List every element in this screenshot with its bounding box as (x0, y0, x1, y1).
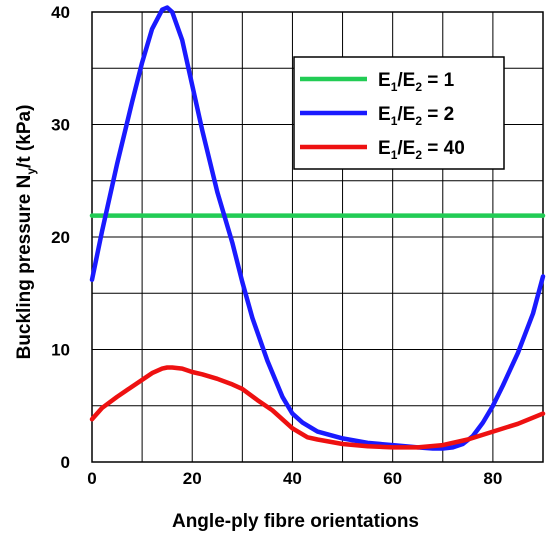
x-tick-label: 0 (87, 469, 96, 488)
plot-frame (91, 11, 544, 463)
y-tick-label: 20 (51, 228, 70, 247)
x-tick-label: 80 (483, 469, 502, 488)
legend-label: E1/E2 = 2 (378, 104, 454, 128)
x-tick-label: 20 (183, 469, 202, 488)
y-axis-title: Buckling pressure Ny/t (kPa) (14, 105, 38, 360)
x-tick-label: 60 (383, 469, 402, 488)
legend-label: E1/E2 = 40 (378, 138, 465, 162)
legend-label: E1/E2 = 1 (378, 70, 455, 94)
series-line-3 (89, 365, 546, 450)
legend: E1/E2 = 1 E1/E2 = 2 E1/E2 = 40 (293, 56, 505, 170)
y-tick-label: 40 (51, 3, 70, 22)
y-tick-label: 0 (61, 453, 70, 472)
y-tick-label: 10 (51, 341, 70, 360)
y-tick-label: 30 (51, 116, 70, 135)
series-line-2 (89, 5, 546, 451)
x-axis-title: Angle-ply fibre orientations (172, 511, 419, 532)
x-tick-label: 40 (283, 469, 302, 488)
